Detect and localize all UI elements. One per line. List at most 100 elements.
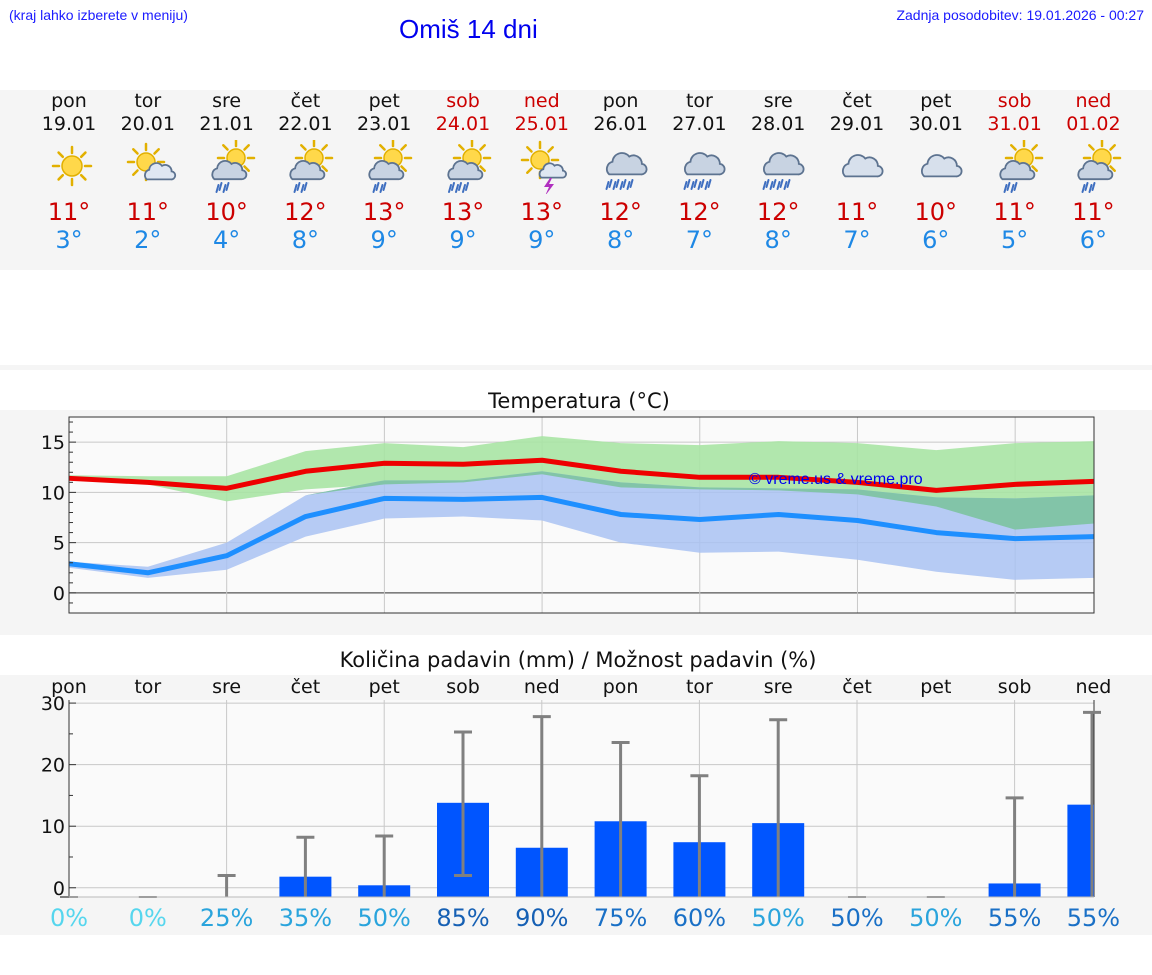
- sun-rain-cloud-icon: [1077, 140, 1122, 193]
- max-temperature: 13°: [441, 198, 485, 226]
- precip-probability: 90%: [515, 904, 568, 932]
- day-name: čet: [842, 90, 872, 112]
- min-temperature: 9°: [528, 226, 556, 254]
- day-name: pon: [602, 90, 639, 112]
- day-date: 28.01: [750, 113, 806, 135]
- x-category-label: sre: [764, 676, 793, 698]
- chart-title: Temperatura (°C): [487, 389, 670, 413]
- max-range-band: [69, 436, 1094, 530]
- day-date: 25.01: [514, 113, 569, 135]
- day-name: sob: [446, 90, 480, 112]
- daily-forecast: pon 19.01 11° 3° tor 20.01 11° 2° sre 21.01 10° 4° č…: [0, 90, 1152, 270]
- x-category-label: sob: [446, 676, 480, 698]
- x-category-label: sob: [998, 676, 1032, 698]
- min-temperature: 9°: [449, 226, 477, 254]
- day-name: tor: [685, 90, 713, 112]
- precip-probability: 85%: [436, 904, 489, 932]
- min-range-band: [69, 471, 1094, 580]
- cloud-icon: [920, 154, 963, 178]
- precip-probability: 50%: [358, 904, 411, 932]
- max-temperature: 10°: [914, 198, 958, 226]
- precip-probability: 25%: [200, 904, 253, 932]
- precip-probability: 50%: [830, 904, 883, 932]
- day-date: 29.01: [829, 113, 885, 135]
- day-name: tor: [134, 90, 162, 112]
- min-temperature-line: [68, 494, 1095, 576]
- y-tick-label: 10: [41, 482, 65, 504]
- max-temperature: 12°: [756, 198, 800, 226]
- day-date: 24.01: [435, 113, 491, 135]
- y-tick-label: 0: [53, 878, 65, 900]
- day-date: 30.01: [908, 113, 963, 135]
- precip-probability: 50%: [909, 904, 962, 932]
- plot-area: [69, 700, 1094, 897]
- min-temperature: 3°: [55, 226, 83, 254]
- max-temperature: 10°: [205, 198, 248, 226]
- day-date: 31.01: [987, 113, 1042, 135]
- min-temperature: 8°: [606, 226, 635, 254]
- min-temperature: 8°: [764, 226, 792, 254]
- day-name: pon: [51, 90, 87, 112]
- sun-rain-cloud-icon: [999, 140, 1043, 193]
- precip-probability: 55%: [988, 904, 1041, 932]
- max-temperature: 11°: [126, 198, 170, 226]
- x-category-label: pon: [51, 676, 87, 698]
- day-name: ned: [1075, 90, 1112, 112]
- y-tick-label: 10: [41, 816, 65, 838]
- x-category-label: čet: [291, 676, 321, 698]
- sun-rain-cloud-icon: [368, 140, 413, 193]
- heavy-rain-cloud-icon: [762, 152, 805, 190]
- page-title: Omiš 14 dni: [399, 14, 538, 44]
- sun-rain-cloud-icon: [211, 140, 255, 193]
- x-category-label: pet: [369, 676, 400, 698]
- sun-rain-cloud-icon: [289, 140, 334, 193]
- day-date: 23.01: [356, 113, 412, 135]
- day-name: sre: [212, 90, 242, 112]
- precip-probability: 75%: [594, 904, 647, 932]
- cloud-icon: [841, 154, 884, 178]
- min-temperature: 2°: [134, 226, 162, 254]
- y-tick-label: 0: [53, 583, 65, 605]
- max-temperature: 11°: [835, 198, 879, 226]
- x-category-label: tor: [686, 676, 713, 698]
- day-date: 27.01: [672, 113, 727, 135]
- sunny-icon: [51, 145, 93, 187]
- precip-probability: 35%: [279, 904, 332, 932]
- y-tick-label: 30: [41, 693, 65, 715]
- chart-title: Količina padavin (mm) / Možnost padavin …: [340, 648, 817, 672]
- max-temperature: 13°: [362, 198, 406, 226]
- x-category-label: pon: [603, 676, 639, 698]
- day-date: 20.01: [120, 113, 175, 135]
- x-category-label: tor: [134, 676, 161, 698]
- day-date: 01.02: [1066, 113, 1121, 135]
- heavy-rain-cloud-icon: [683, 152, 726, 190]
- precipitation-chart: Količina padavin (mm) / Možnost padavin …: [0, 648, 1152, 935]
- x-category-label: čet: [842, 676, 872, 698]
- day-name: pet: [920, 90, 952, 112]
- max-temperature: 11°: [993, 198, 1036, 226]
- x-category-label: sre: [212, 676, 241, 698]
- y-tick-label: 5: [53, 533, 65, 555]
- min-temperature: 4°: [212, 226, 241, 254]
- min-temperature: 6°: [1079, 226, 1108, 254]
- precip-probability: 0%: [129, 904, 167, 932]
- min-temperature: 7°: [685, 226, 714, 254]
- day-name: sob: [997, 90, 1032, 112]
- max-temperature: 13°: [520, 198, 564, 226]
- location-hint: (kraj lahko izberete v meniju): [9, 7, 188, 23]
- min-temperature: 5°: [1000, 226, 1029, 254]
- heavy-rain-cloud-icon: [605, 152, 648, 190]
- x-category-label: ned: [1076, 676, 1112, 698]
- precip-probability: 50%: [752, 904, 805, 932]
- watermark: © vreme.us & vreme.pro: [749, 471, 923, 488]
- day-date: 26.01: [593, 113, 648, 135]
- plot-frame: [68, 416, 1095, 614]
- min-temperature: 6°: [922, 226, 950, 254]
- precip-probability: 60%: [673, 904, 726, 932]
- last-update: Zadnja posodobitev: 19.01.2026 - 00:27: [896, 7, 1144, 23]
- max-temperature-line: [68, 457, 1095, 493]
- day-date: 21.01: [199, 113, 254, 135]
- max-temperature: 12°: [284, 198, 327, 226]
- sun-thunder-icon: [520, 140, 567, 194]
- min-temperature: 9°: [370, 226, 398, 254]
